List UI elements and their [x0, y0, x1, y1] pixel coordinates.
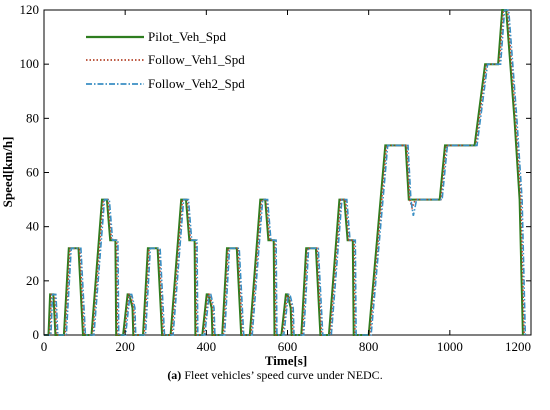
caption-label: (a) — [167, 368, 182, 382]
y-tick-label: 120 — [20, 2, 40, 17]
legend-label-1: Pilot_Veh_Spd — [148, 29, 227, 44]
x-tick-label: 400 — [197, 339, 217, 354]
caption-text: Fleet vehicles’ speed curve under NEDC. — [181, 368, 383, 382]
y-tick-label: 40 — [26, 219, 39, 234]
tick-layer: 0 200 400 600 800 1000 1200 0 20 40 60 80 100 120 — [20, 2, 532, 354]
plot-area — [43, 9, 532, 336]
x-tick-label: 600 — [278, 339, 298, 354]
legend: Pilot_Veh_Spd Follow_Veh1_Spd Follow_Veh2_… — [86, 29, 245, 91]
legend-label-3: Follow_Veh2_Spd — [148, 76, 245, 91]
y-tick-label: 100 — [20, 56, 40, 71]
y-axis-label: Speed[km/h] — [0, 137, 15, 208]
x-tick-label: 1000 — [437, 339, 463, 354]
x-tick-label: 0 — [41, 339, 48, 354]
x-tick-label: 200 — [115, 339, 135, 354]
y-tick-label: 60 — [26, 165, 39, 180]
series-line-2 — [44, 9, 525, 336]
y-tick-label: 80 — [26, 110, 39, 125]
x-tick-label: 1200 — [505, 339, 531, 354]
legend-label-2: Follow_Veh1_Spd — [148, 52, 245, 67]
x-tick-label: 800 — [359, 339, 379, 354]
series-layer — [44, 9, 527, 336]
x-axis-label: Time[s] — [265, 353, 307, 368]
y-tick-label: 0 — [33, 327, 40, 342]
y-tick-label: 20 — [26, 273, 39, 288]
series-line-3 — [44, 9, 527, 336]
figure-caption: (a) Fleet vehicles’ speed curve under NE… — [0, 368, 550, 383]
